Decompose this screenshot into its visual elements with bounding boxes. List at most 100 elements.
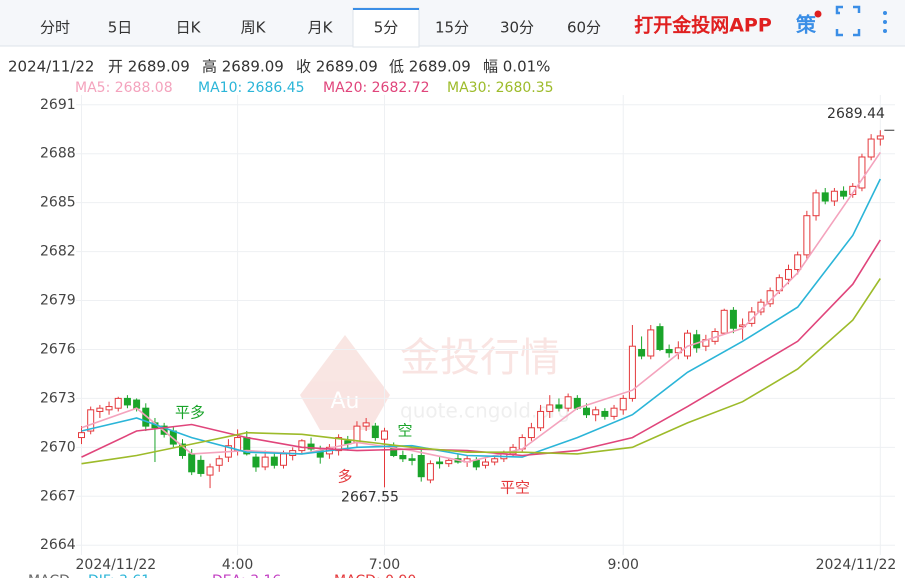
candle-body (133, 399, 141, 409)
candle-body (307, 443, 315, 450)
strategy-button[interactable]: 策 (796, 13, 817, 37)
more-button[interactable] (883, 11, 887, 33)
candle-body (298, 440, 306, 452)
y-tick-label: 2691 (40, 97, 76, 113)
trade-signal: 多 (337, 468, 352, 486)
tab[interactable]: 周K (241, 19, 267, 37)
candle-body (858, 156, 866, 189)
candle-body (812, 192, 820, 217)
candle-body (335, 437, 343, 452)
candle-body (142, 407, 150, 427)
x-tick-label: 9:00 (607, 557, 638, 573)
candle-body (546, 404, 554, 412)
legend-entry: MA10: 2686.45 (198, 80, 305, 96)
candle-body (876, 135, 884, 140)
badge-dot (814, 10, 822, 18)
tab[interactable]: 60分 (567, 19, 601, 37)
legend-entry: MA20: 2682.72 (323, 80, 430, 96)
quote-field: 2024/11/22 (8, 58, 94, 76)
candle-body (656, 326, 664, 350)
legend-entry: MA30: 2680.35 (447, 80, 554, 96)
candle-body (564, 396, 572, 409)
legend-entry: MA5: 2688.08 (75, 80, 173, 96)
candle-body (362, 422, 370, 427)
quote-field: 幅 0.01% (483, 58, 550, 76)
candle-body (665, 348, 673, 354)
max-label: 2689.44 (827, 106, 885, 122)
x-tick-label: 7:00 (369, 557, 400, 573)
watermark: Au 金投行情 quote.cngold.org (300, 335, 570, 430)
svg-text:金投行情: 金投行情 (400, 335, 560, 381)
macd-field: MACD: 0.90 (334, 573, 416, 578)
candle-body (206, 466, 214, 476)
candle-body (105, 406, 113, 411)
y-tick-label: 2664 (40, 537, 76, 553)
candle-body (748, 311, 756, 324)
y-tick-label: 2676 (40, 341, 76, 357)
y-tick-label: 2667 (40, 488, 76, 504)
tab[interactable]: 5分 (374, 19, 399, 37)
y-tick-label: 2682 (40, 244, 76, 260)
candle-body (610, 407, 618, 417)
tab-bar (0, 0, 905, 46)
y-tick-label: 2679 (40, 293, 76, 309)
y-tick-label: 2670 (40, 439, 76, 455)
candle-body (78, 432, 86, 439)
candle-body (426, 463, 434, 481)
candle-body (197, 459, 205, 474)
svg-text:quote.cngold.org: quote.cngold.org (400, 399, 570, 423)
candle-body (794, 254, 802, 271)
candle-body (683, 332, 691, 357)
tab[interactable]: 15分 (435, 19, 469, 37)
candle-body (849, 185, 857, 196)
candle-body (647, 329, 655, 357)
candle-body (270, 456, 278, 466)
quote-field: 收 2689.09 (296, 58, 378, 76)
candle-body (371, 425, 379, 439)
candle-body (417, 454, 425, 478)
candle-body (821, 192, 829, 202)
candle-body (592, 409, 600, 416)
candle-body (399, 454, 407, 460)
candle-body (87, 409, 95, 432)
macd-field: DIF: 3.61 (88, 573, 150, 578)
candle-body (215, 458, 223, 466)
tab[interactable]: 分时 (40, 19, 70, 37)
min-label: 2667.55 (341, 489, 399, 505)
candle-body (601, 410, 609, 417)
fullscreen-button[interactable] (835, 5, 861, 37)
trade-signal: 空 (397, 422, 412, 440)
candle-body (555, 404, 563, 409)
candle-body (123, 397, 131, 406)
macd-field: MACD (28, 573, 70, 578)
brand-link[interactable]: 打开金投网APP (634, 14, 772, 37)
candle-body (408, 458, 416, 461)
quote-field: 低 2689.09 (389, 58, 471, 76)
candle-body (867, 138, 875, 158)
candle-body (252, 456, 260, 468)
candle-body (188, 453, 196, 473)
ma-line (81, 239, 881, 458)
tab[interactable]: 30分 (500, 19, 534, 37)
candle-body (261, 456, 269, 468)
trade-signal: 平多 (175, 404, 205, 422)
candle-body (729, 309, 737, 329)
x-tick-label: 2024/11/22 (816, 557, 897, 573)
x-tick-label: 4:00 (222, 557, 253, 573)
y-tick-label: 2673 (40, 390, 76, 406)
candle-body (537, 410, 545, 429)
tab[interactable]: 5日 (108, 19, 133, 37)
candle-body (582, 407, 590, 416)
candle-body (830, 190, 838, 202)
candle-body (436, 461, 444, 465)
tab[interactable]: 月K (308, 19, 334, 37)
candle-body (619, 397, 627, 411)
tab[interactable]: 日K (176, 19, 202, 37)
svg-text:Au: Au (331, 389, 360, 414)
quote-field: 高 2689.09 (202, 58, 284, 76)
candle-body (96, 407, 104, 412)
candle-body (720, 309, 728, 334)
candle-body (482, 461, 489, 466)
candle-body (693, 334, 701, 349)
